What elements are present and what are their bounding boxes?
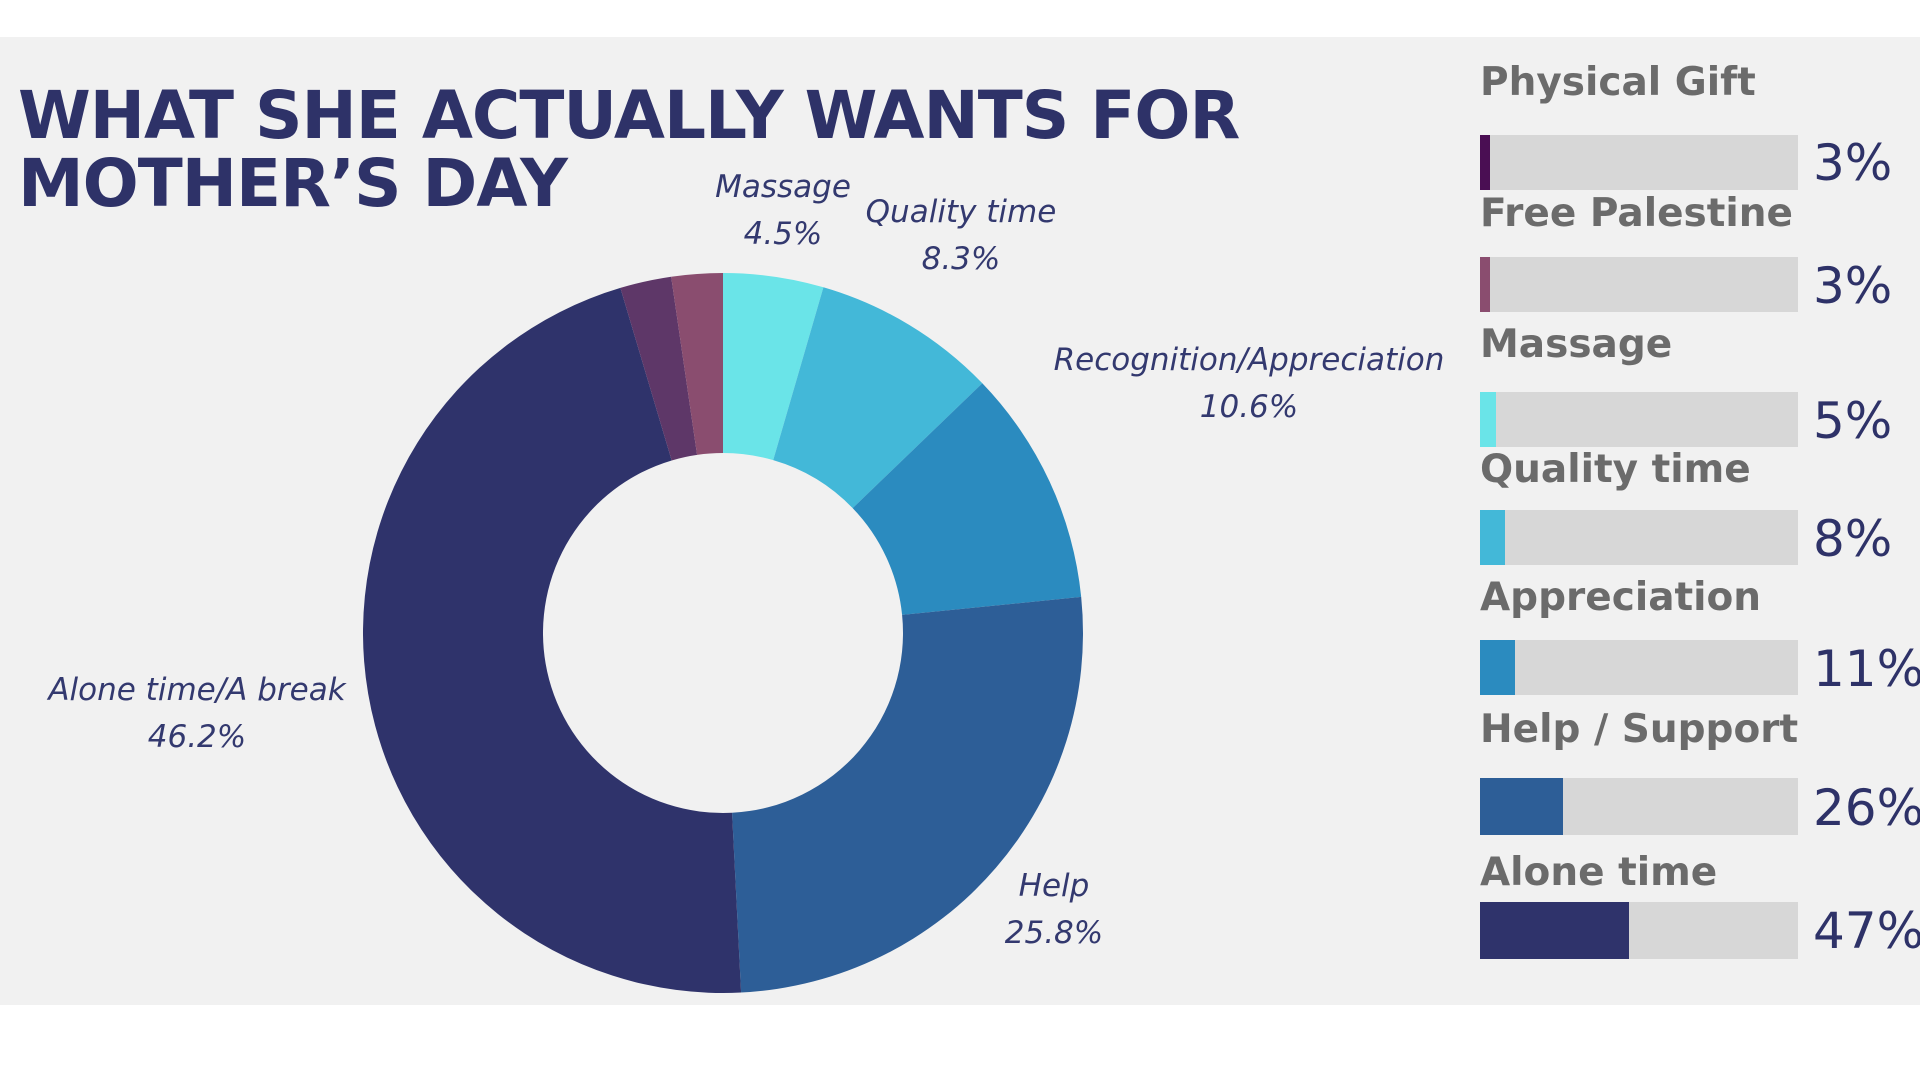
chart-title-line-1: WHAT SHE ACTUALLY WANTS FOR bbox=[18, 77, 1240, 154]
bar-track bbox=[1480, 135, 1798, 190]
chart-title: WHAT SHE ACTUALLY WANTS FOR MOTHER’S DAY bbox=[18, 77, 1240, 222]
bar-fill bbox=[1480, 778, 1563, 835]
bar-value-label: 3% bbox=[1813, 257, 1893, 315]
bar-value-label: 47% bbox=[1813, 902, 1920, 960]
bar-label: Quality time bbox=[1480, 447, 1751, 492]
bar-label: Help / Support bbox=[1480, 707, 1799, 752]
bar-track bbox=[1480, 257, 1798, 312]
bar-fill bbox=[1480, 257, 1490, 312]
donut-chart: Massage 4.5% Quality time 8.3% Recognition/A… bbox=[46, 169, 1445, 994]
bar-value-label: 8% bbox=[1813, 510, 1893, 568]
slice-label: Quality time bbox=[866, 194, 1057, 230]
donut-slice bbox=[362, 287, 742, 994]
bar-fill bbox=[1480, 510, 1506, 565]
bar-label: Free Palestine bbox=[1480, 191, 1793, 236]
donut-slice bbox=[723, 273, 824, 461]
bar-label: Appreciation bbox=[1480, 575, 1762, 620]
slice-value-label: 4.5% bbox=[744, 216, 823, 252]
bar-label: Physical Gift bbox=[1480, 60, 1756, 105]
donut-slice bbox=[773, 287, 983, 509]
donut-slice bbox=[852, 383, 1082, 615]
bar-label: Massage bbox=[1480, 322, 1673, 367]
slice-value-label: 10.6% bbox=[1200, 389, 1298, 425]
bar-track bbox=[1480, 902, 1798, 959]
bar-fill bbox=[1480, 392, 1496, 447]
slice-value-label: 25.8% bbox=[1005, 915, 1103, 951]
slice-value-label: 46.2% bbox=[148, 719, 246, 755]
bar-fill bbox=[1480, 640, 1515, 695]
slice-label: Massage bbox=[715, 169, 851, 205]
bar-track bbox=[1480, 510, 1798, 565]
slice-label: Recognition/Appreciation bbox=[1054, 342, 1445, 378]
slice-value-label: 8.3% bbox=[922, 241, 1001, 277]
bar-track bbox=[1480, 392, 1798, 447]
donut-slice bbox=[732, 596, 1083, 993]
bar-value-label: 3% bbox=[1813, 134, 1893, 192]
bar-track bbox=[1480, 778, 1798, 835]
slice-label: Help bbox=[1019, 868, 1090, 904]
bar-value-label: 11% bbox=[1813, 640, 1920, 698]
bar-label: Alone time bbox=[1480, 850, 1718, 895]
donut-slice bbox=[620, 276, 698, 461]
chart-title-line-2: MOTHER’S DAY bbox=[18, 145, 568, 222]
bar-fill bbox=[1480, 902, 1630, 959]
bar-value-label: 26% bbox=[1813, 779, 1920, 837]
donut-slice bbox=[671, 273, 723, 455]
bar-track bbox=[1480, 640, 1798, 695]
bar-fill bbox=[1480, 135, 1490, 190]
slice-label: Alone time/A break bbox=[46, 672, 346, 708]
bar-value-label: 5% bbox=[1813, 392, 1893, 450]
